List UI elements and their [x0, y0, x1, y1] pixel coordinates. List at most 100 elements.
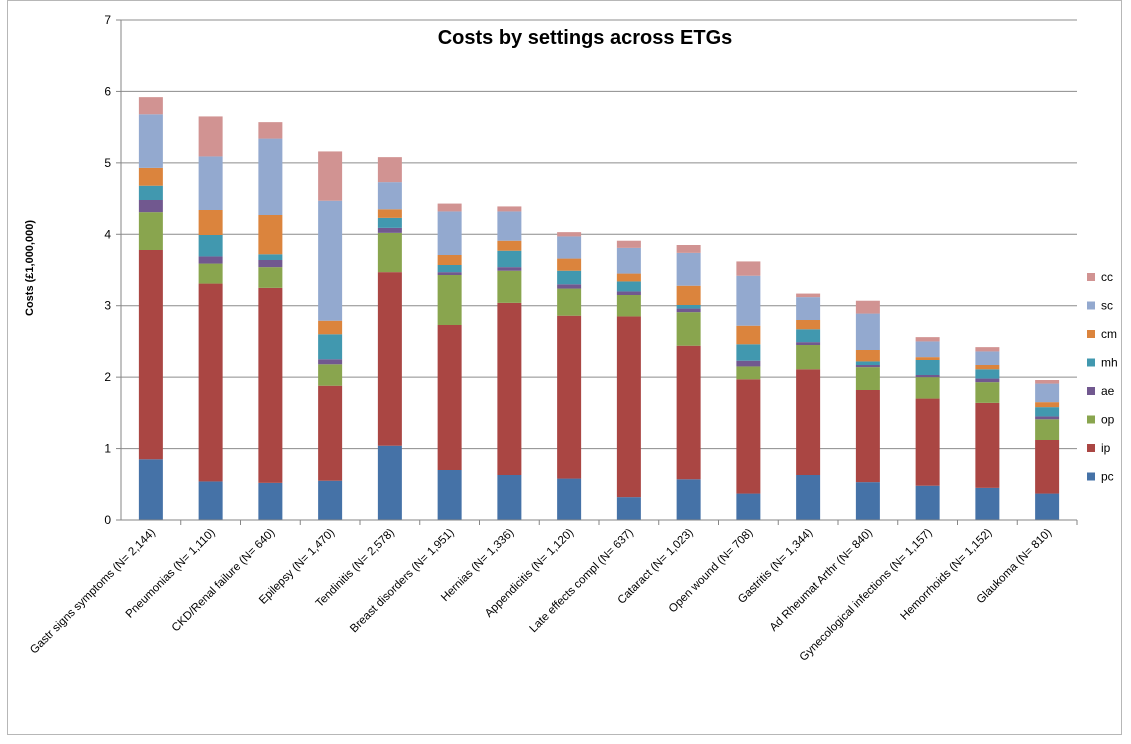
legend-swatch — [1087, 330, 1095, 338]
bar-segment-cc — [198, 116, 223, 157]
bar-segment-ip — [198, 283, 223, 482]
bar-segment-pc — [198, 481, 223, 520]
bar-segment-ae — [198, 256, 223, 264]
bar-segment-op — [138, 212, 163, 250]
bar-segment-mh — [437, 265, 462, 273]
bar-stack — [796, 293, 821, 520]
bar-segment-pc — [796, 475, 821, 520]
y-tick-label: 1 — [104, 442, 111, 456]
x-category-label: Late effects compl (N= 637) — [528, 527, 637, 636]
bar-segment-pc — [557, 478, 582, 520]
bar-segment-op — [497, 270, 522, 303]
bars — [138, 97, 1060, 520]
bar-segment-cc — [437, 203, 462, 212]
bar-stack — [497, 206, 522, 520]
bar-segment-cm — [557, 258, 582, 271]
bar-segment-pc — [915, 485, 940, 520]
bar-segment-sc — [138, 114, 163, 168]
bar-segment-ip — [975, 402, 1000, 488]
chart-frame — [7, 0, 1122, 735]
bar-segment-op — [616, 295, 641, 317]
legend-label: cc — [1101, 270, 1113, 284]
bar-segment-cm — [736, 325, 761, 345]
bar-segment-mh — [198, 235, 223, 257]
legend-swatch — [1087, 301, 1095, 310]
bar-segment-ip — [676, 345, 701, 480]
bar-segment-pc — [497, 475, 522, 520]
bar-segment-ip — [796, 369, 821, 475]
bar-segment-ip — [855, 390, 880, 483]
bar-segment-ae — [1035, 416, 1060, 420]
bar-segment-ae — [557, 284, 582, 289]
bar-segment-cc — [258, 122, 283, 139]
bar-segment-ae — [616, 291, 641, 295]
bar-segment-pc — [736, 493, 761, 520]
legend-label: mh — [1101, 356, 1118, 370]
y-tick-label: 5 — [104, 156, 111, 170]
bar-segment-sc — [377, 182, 402, 210]
bar-segment-op — [377, 232, 402, 273]
bar-segment-ip — [557, 315, 582, 479]
bar-stack — [258, 122, 283, 520]
bar-segment-ip — [736, 379, 761, 494]
bar-segment-sc — [198, 156, 223, 210]
bar-stack — [377, 157, 402, 520]
bar-segment-cc — [736, 261, 761, 276]
bar-segment-cm — [258, 215, 283, 255]
bar-stack — [138, 97, 163, 520]
bar-segment-cm — [676, 285, 701, 305]
bar-segment-cm — [796, 320, 821, 330]
bar-segment-mh — [975, 369, 1000, 379]
bar-segment-ae — [138, 200, 163, 213]
y-tick-label: 0 — [104, 513, 111, 527]
legend-item-sc: sc — [1087, 299, 1113, 313]
chart-title: Costs by settings across ETGs — [438, 27, 733, 49]
bar-segment-op — [198, 263, 223, 284]
bar-stack — [975, 347, 1000, 520]
x-category-label: Gynecological infections (N= 1,157) — [798, 527, 935, 664]
legend: cc sc cm mh ae op ip pc — [1087, 270, 1118, 484]
bar-segment-ip — [318, 385, 343, 481]
y-tick-label: 7 — [104, 13, 111, 27]
legend-item-mh: mh — [1087, 356, 1118, 370]
bar-segment-op — [318, 364, 343, 386]
bar-segment-op — [915, 377, 940, 399]
bar-segment-ip — [258, 287, 283, 483]
bar-segment-op — [557, 288, 582, 316]
legend-swatch — [1087, 472, 1095, 481]
bar-segment-sc — [497, 211, 522, 241]
legend-item-ae: ae — [1087, 384, 1115, 398]
bar-segment-cm — [318, 320, 343, 335]
legend-label: ip — [1101, 441, 1111, 455]
bar-segment-ae — [915, 375, 940, 378]
x-category-label: Ad Rheumat Arthr (N= 840) — [768, 527, 875, 634]
bar-segment-cm — [497, 240, 522, 251]
bar-segment-ae — [975, 378, 1000, 383]
bar-stack — [915, 337, 940, 520]
bar-segment-mh — [497, 250, 522, 268]
bar-segment-pc — [258, 482, 283, 520]
bar-stack — [557, 232, 582, 520]
bar-segment-mh — [796, 329, 821, 343]
bar-segment-pc — [1035, 493, 1060, 520]
bar-segment-op — [796, 345, 821, 370]
bar-segment-ip — [1035, 440, 1060, 494]
bar-segment-sc — [915, 341, 940, 358]
bar-segment-ip — [616, 316, 641, 498]
bar-segment-cm — [198, 210, 223, 235]
bar-segment-cc — [497, 206, 522, 212]
bar-segment-mh — [736, 344, 761, 361]
bar-segment-ae — [676, 308, 701, 313]
bar-stack — [1035, 380, 1060, 520]
bar-segment-cm — [138, 167, 163, 186]
bar-segment-ip — [437, 325, 462, 470]
bar-segment-ip — [138, 250, 163, 460]
legend-label: pc — [1101, 470, 1114, 484]
legend-swatch — [1087, 387, 1095, 395]
y-tick-label: 6 — [104, 84, 111, 98]
bar-segment-sc — [258, 138, 283, 215]
bar-segment-cm — [616, 273, 641, 282]
legend-swatch — [1087, 444, 1095, 452]
bar-segment-op — [1035, 419, 1060, 440]
